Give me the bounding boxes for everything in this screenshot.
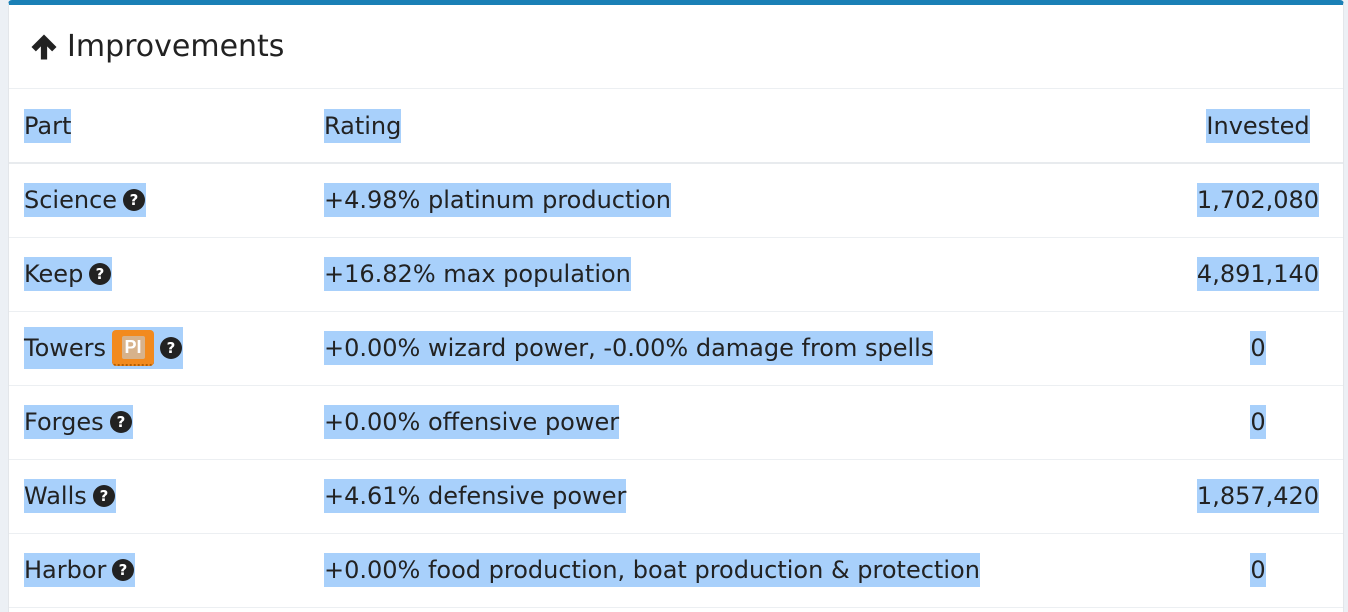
- table-header-row: Part Rating Invested: [9, 89, 1343, 164]
- table-row: Keep ? +16.82% max population 4,891,140: [9, 237, 1343, 312]
- invested-cell: 4,891,140: [1173, 237, 1343, 312]
- invested-cell: 0: [1173, 533, 1343, 608]
- panel-header: Improvements: [9, 5, 1343, 89]
- help-icon[interactable]: ?: [92, 484, 116, 508]
- improvements-panel: Improvements Part Rating Invested Scienc…: [8, 0, 1344, 612]
- part-cell: Science ?: [9, 163, 309, 238]
- panel-title: Improvements: [29, 29, 284, 64]
- table-row: Walls ? +4.61% defensive power 1,857,420: [9, 459, 1343, 534]
- help-icon[interactable]: ?: [159, 336, 183, 360]
- svg-text:?: ?: [99, 487, 108, 505]
- column-header-part: Part: [9, 89, 309, 164]
- part-name: Harbor: [24, 556, 107, 584]
- table-row: Science ? +4.98% platinum production 1,7…: [9, 163, 1343, 238]
- svg-text:?: ?: [96, 265, 105, 283]
- part-cell: Harbor ?: [9, 533, 309, 608]
- invested-cell: 1,857,420: [1173, 459, 1343, 534]
- svg-text:?: ?: [130, 191, 139, 209]
- rating-cell: +0.00% food production, boat production …: [309, 533, 1173, 608]
- help-icon[interactable]: ?: [122, 188, 146, 212]
- pi-badge[interactable]: PI: [112, 330, 155, 366]
- rating-cell: +4.61% defensive power: [309, 459, 1173, 534]
- table-row: Forges ? +0.00% offensive power 0: [9, 385, 1343, 460]
- svg-text:?: ?: [119, 561, 128, 579]
- rating-cell: +0.00% offensive power: [309, 385, 1173, 460]
- part-cell: Keep ?: [9, 237, 309, 312]
- help-icon[interactable]: ?: [88, 262, 112, 286]
- svg-text:?: ?: [167, 339, 176, 357]
- part-cell: Towers PI ?: [9, 311, 309, 386]
- part-cell: Forges ?: [9, 385, 309, 460]
- improvements-table: Part Rating Invested Science ? +4.98% pl…: [9, 89, 1343, 608]
- column-header-rating: Rating: [309, 89, 1173, 164]
- part-name: Towers: [24, 334, 107, 362]
- part-name: Forges: [24, 408, 104, 436]
- table-row: Towers PI ? +0.00% wizard power, -0.00% …: [9, 311, 1343, 386]
- panel-title-text: Improvements: [67, 29, 285, 64]
- svg-text:?: ?: [116, 413, 125, 431]
- invested-cell: 0: [1173, 311, 1343, 386]
- part-name: Walls: [24, 482, 87, 510]
- column-header-invested: Invested: [1173, 89, 1343, 164]
- table-row: Harbor ? +0.00% food production, boat pr…: [9, 533, 1343, 608]
- rating-cell: +16.82% max population: [309, 237, 1173, 312]
- part-name: Keep: [24, 260, 84, 288]
- part-name: Science: [24, 186, 118, 215]
- rating-cell: +0.00% wizard power, -0.00% damage from …: [309, 311, 1173, 386]
- invested-cell: 1,702,080: [1173, 163, 1343, 238]
- arrow-up-icon: [31, 34, 57, 59]
- part-cell: Walls ?: [9, 459, 309, 534]
- rating-cell: +4.98% platinum production: [309, 163, 1173, 238]
- help-icon[interactable]: ?: [109, 410, 133, 434]
- help-icon[interactable]: ?: [111, 558, 135, 582]
- invested-cell: 0: [1173, 385, 1343, 460]
